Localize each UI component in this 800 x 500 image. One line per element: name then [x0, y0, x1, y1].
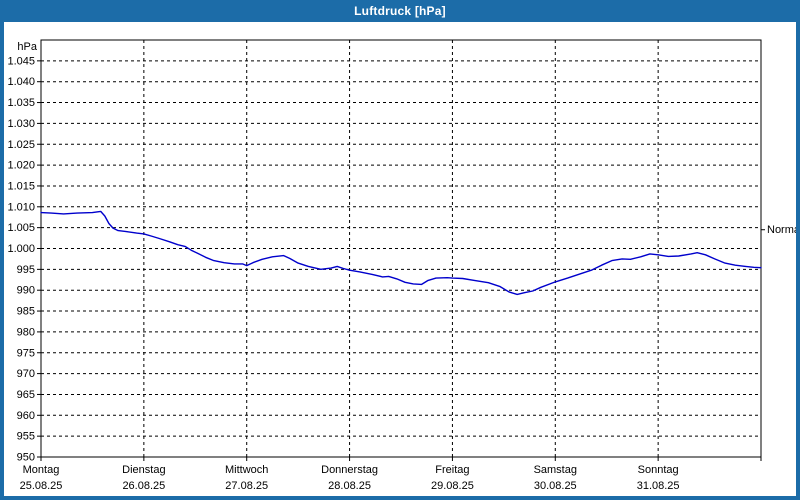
pressure-chart-canvas: 1.045 1.040 1.035 1.030 1.025 1.020 1.015 1.010… — [7, 39, 796, 492]
y-tick-label: 1.040 — [7, 76, 35, 88]
x-date-label: 26.08.25 — [122, 480, 165, 492]
y-tick-label: 1.020 — [7, 160, 35, 172]
window-title: Luftdruck [hPa] — [354, 4, 446, 18]
chart-area: 1.045 1.040 1.035 1.030 1.025 1.020 1.015 1.010… — [4, 22, 796, 496]
x-day-label: Montag — [23, 464, 60, 476]
y-tick-label: 995 — [17, 264, 35, 276]
x-date-label: 29.08.25 — [431, 480, 474, 492]
y-tick-label: 975 — [17, 347, 35, 359]
x-day-label: Samstag — [534, 464, 577, 476]
x-day-label: Donnerstag — [321, 464, 378, 476]
plot-frame — [40, 39, 762, 458]
y-tick-label: 1.025 — [7, 139, 35, 151]
y-tick-label: 1.005 — [7, 222, 35, 234]
y-tick-label: 1.010 — [7, 201, 35, 213]
y-axis-unit-label: hPa — [17, 41, 37, 53]
y-tick-label: 1.000 — [7, 243, 35, 255]
y-tick-label: 965 — [17, 389, 35, 401]
y-tick-label: 1.035 — [7, 97, 35, 109]
y-tick-label: 1.030 — [7, 118, 35, 130]
x-date-label: 27.08.25 — [225, 480, 268, 492]
y-tick-label: 990 — [17, 285, 35, 297]
pressure-line — [40, 210, 762, 296]
y-tick-label: 980 — [17, 326, 35, 338]
x-day-label: Sonntag — [638, 464, 679, 476]
x-date-label: 25.08.25 — [20, 480, 63, 492]
x-date-label: 28.08.25 — [328, 480, 371, 492]
y-tick-label: 970 — [17, 368, 35, 380]
x-day-label: Dienstag — [122, 464, 165, 476]
x-date-label: 31.08.25 — [637, 480, 680, 492]
window-titlebar: Luftdruck [hPa] — [0, 0, 800, 22]
x-date-label: 30.08.25 — [534, 480, 577, 492]
y-tick-label: 950 — [17, 452, 35, 464]
y-tick-label: 1.015 — [7, 180, 35, 192]
normal-label: Normal — [767, 224, 796, 236]
y-tick-label: 955 — [17, 431, 35, 443]
y-tick-label: 960 — [17, 410, 35, 422]
x-day-label: Mittwoch — [225, 464, 268, 476]
x-day-label: Freitag — [435, 464, 469, 476]
y-tick-label: 985 — [17, 306, 35, 318]
y-tick-label: 1.045 — [7, 55, 35, 67]
